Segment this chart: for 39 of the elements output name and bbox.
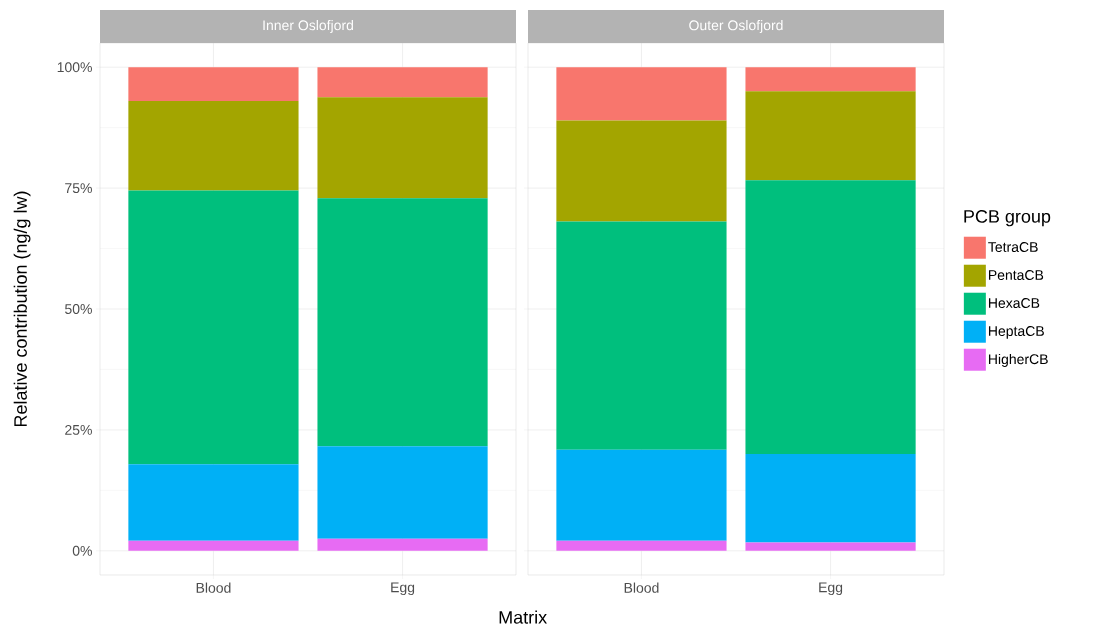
- bar: [745, 542, 916, 551]
- chart-title: Outer Oslofjord: [689, 19, 783, 34]
- bar: [745, 67, 916, 92]
- y-tick-label: 0%: [72, 545, 92, 556]
- legend-label: HigherCB: [988, 353, 1048, 367]
- bar: [128, 67, 299, 102]
- bar: [556, 449, 727, 541]
- legend-label: HeptaCB: [988, 326, 1044, 339]
- bar: [745, 91, 916, 181]
- y-tick-label: 100%: [57, 62, 92, 73]
- bar: [745, 180, 916, 455]
- y-axis-title: Relative contribution (ng/g lw): [13, 191, 31, 427]
- bar: [128, 101, 299, 191]
- bar: [556, 67, 727, 121]
- x-tick-label: Egg: [819, 582, 843, 596]
- bar: [317, 198, 488, 447]
- bar: [556, 120, 727, 222]
- x-axis-title: Matrix: [499, 610, 547, 624]
- bar: [556, 221, 727, 450]
- bar: [745, 454, 916, 543]
- bar: [317, 67, 488, 98]
- y-tick-label: 25%: [65, 424, 92, 435]
- x-tick-label: Blood: [624, 582, 659, 593]
- legend-title: PCB group: [964, 210, 1051, 227]
- bar: [317, 97, 488, 199]
- bar: [556, 540, 727, 551]
- legend-label: PentaCB: [988, 270, 1044, 280]
- x-tick-label: Blood: [196, 582, 231, 593]
- legend-label: TetraCB: [988, 242, 1038, 252]
- chart-title: Inner Oslofjord: [263, 19, 353, 34]
- bar: [128, 464, 299, 541]
- legend-label: HexaCB: [988, 298, 1040, 308]
- bar: [128, 540, 299, 551]
- bar: [317, 446, 488, 539]
- x-tick-label: Egg: [391, 582, 415, 596]
- y-tick-label: 75%: [65, 183, 92, 194]
- y-tick-label: 50%: [65, 304, 92, 314]
- bar: [317, 538, 488, 551]
- bar: [128, 190, 299, 465]
